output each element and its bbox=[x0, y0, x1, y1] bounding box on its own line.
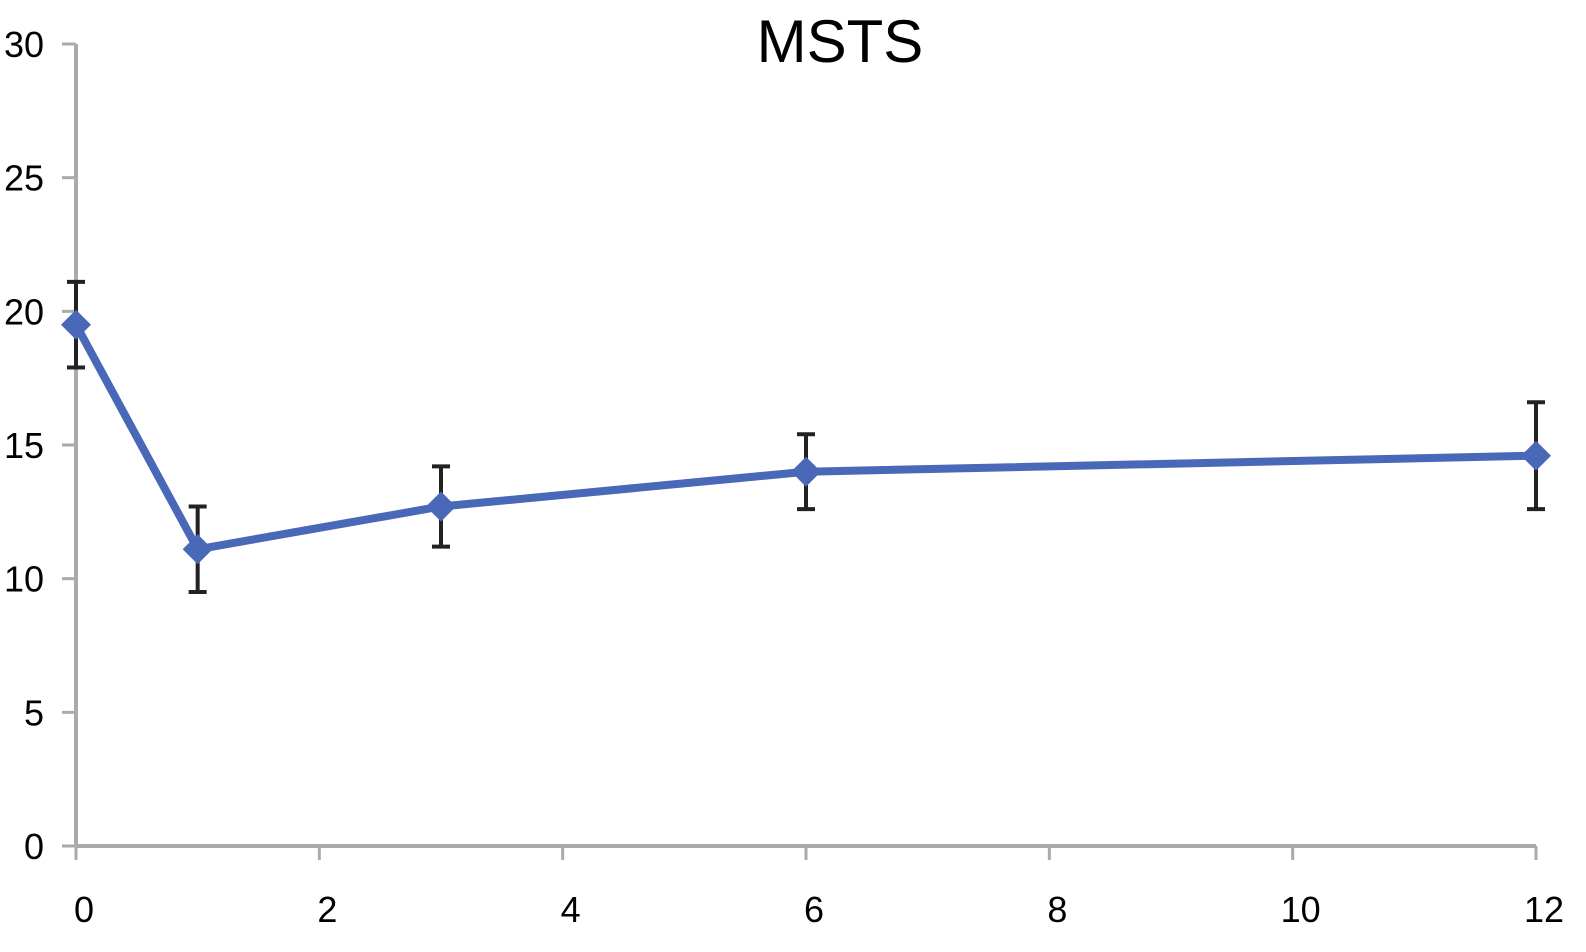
y-tick-label: 15 bbox=[4, 425, 44, 466]
y-tick-label: 10 bbox=[4, 559, 44, 600]
x-tick-label: 0 bbox=[74, 889, 94, 930]
x-tick-label: 6 bbox=[804, 889, 824, 930]
y-axis-ticks: 0 5 10 15 20 25 30 bbox=[4, 24, 76, 867]
markers bbox=[61, 309, 1551, 565]
x-tick-label: 4 bbox=[561, 889, 581, 930]
x-axis-ticks: 0 2 4 6 8 10 12 bbox=[74, 846, 1564, 930]
data-point-marker bbox=[61, 309, 91, 340]
x-tick-label: 10 bbox=[1281, 889, 1321, 930]
y-tick-label: 5 bbox=[24, 692, 44, 733]
data-point-marker bbox=[1521, 440, 1551, 471]
data-point-marker bbox=[182, 534, 213, 565]
x-tick-label: 2 bbox=[317, 889, 337, 930]
y-tick-label: 0 bbox=[24, 826, 44, 867]
data-point-marker bbox=[426, 491, 456, 522]
x-tick-label: 8 bbox=[1047, 889, 1067, 930]
x-tick-label: 12 bbox=[1524, 889, 1564, 930]
y-tick-label: 20 bbox=[4, 291, 44, 332]
y-tick-label: 25 bbox=[4, 158, 44, 199]
error-bars bbox=[67, 279, 1545, 595]
y-tick-label: 30 bbox=[4, 24, 44, 65]
chart-title: MSTS bbox=[757, 8, 924, 75]
data-point-marker bbox=[791, 456, 821, 487]
